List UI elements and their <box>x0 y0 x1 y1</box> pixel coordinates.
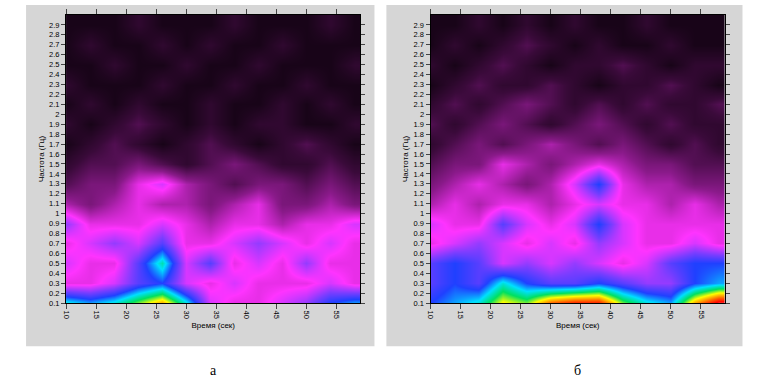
svg-text:55: 55 <box>697 311 706 319</box>
svg-text:35: 35 <box>576 311 585 319</box>
svg-text:0.5: 0.5 <box>414 259 424 268</box>
svg-text:30: 30 <box>182 311 191 319</box>
svg-text:1.9: 1.9 <box>414 120 424 129</box>
svg-text:0.4: 0.4 <box>414 269 424 278</box>
svg-text:50: 50 <box>302 311 311 319</box>
svg-text:а: а <box>210 363 217 378</box>
svg-text:55: 55 <box>332 311 341 319</box>
svg-text:2.4: 2.4 <box>49 70 59 79</box>
svg-text:2.9: 2.9 <box>49 21 59 30</box>
svg-text:1.7: 1.7 <box>414 140 424 149</box>
svg-text:0.3: 0.3 <box>49 279 59 288</box>
svg-text:45: 45 <box>636 311 645 319</box>
svg-text:1.6: 1.6 <box>414 150 424 159</box>
svg-text:15: 15 <box>92 311 101 319</box>
svg-text:15: 15 <box>456 311 465 319</box>
svg-text:2.6: 2.6 <box>414 50 424 59</box>
svg-text:0.8: 0.8 <box>414 229 424 238</box>
svg-text:50: 50 <box>666 311 675 319</box>
svg-text:2.5: 2.5 <box>414 60 424 69</box>
svg-text:20: 20 <box>122 311 131 319</box>
svg-text:30: 30 <box>546 311 555 319</box>
svg-text:1.9: 1.9 <box>49 120 59 129</box>
svg-text:0.4: 0.4 <box>49 269 59 278</box>
svg-text:1.5: 1.5 <box>49 160 59 169</box>
svg-text:Время (сек): Время (сек) <box>556 321 600 330</box>
svg-text:б: б <box>574 363 581 378</box>
svg-text:1.2: 1.2 <box>414 189 424 198</box>
svg-text:10: 10 <box>426 311 435 319</box>
svg-text:2.5: 2.5 <box>49 60 59 69</box>
svg-text:0.7: 0.7 <box>49 239 59 248</box>
svg-text:0.7: 0.7 <box>414 239 424 248</box>
svg-text:25: 25 <box>516 311 525 319</box>
svg-text:1.1: 1.1 <box>414 199 424 208</box>
svg-text:2.7: 2.7 <box>49 40 59 49</box>
svg-text:1: 1 <box>55 209 59 218</box>
svg-text:Частота (Гц): Частота (Гц) <box>37 136 46 182</box>
svg-text:Частота (Гц): Частота (Гц) <box>401 136 410 182</box>
svg-text:Время (сек): Время (сек) <box>191 321 235 330</box>
svg-text:1.5: 1.5 <box>414 160 424 169</box>
svg-text:2.3: 2.3 <box>414 80 424 89</box>
svg-text:35: 35 <box>212 311 221 319</box>
svg-text:0.8: 0.8 <box>49 229 59 238</box>
svg-text:2.2: 2.2 <box>414 90 424 99</box>
svg-text:0.5: 0.5 <box>49 259 59 268</box>
svg-text:2: 2 <box>420 110 424 119</box>
svg-text:1.4: 1.4 <box>414 170 424 179</box>
svg-text:45: 45 <box>272 311 281 319</box>
svg-text:0.2: 0.2 <box>49 289 59 298</box>
svg-text:1.2: 1.2 <box>49 189 59 198</box>
svg-text:40: 40 <box>606 311 615 319</box>
svg-text:1: 1 <box>420 209 424 218</box>
svg-text:2.3: 2.3 <box>49 80 59 89</box>
svg-text:0.9: 0.9 <box>414 219 424 228</box>
svg-text:0.1: 0.1 <box>414 299 424 308</box>
svg-text:2.4: 2.4 <box>414 70 424 79</box>
svg-text:40: 40 <box>242 311 251 319</box>
svg-text:0.9: 0.9 <box>49 219 59 228</box>
svg-text:2.1: 2.1 <box>414 100 424 109</box>
svg-text:0.1: 0.1 <box>49 299 59 308</box>
svg-text:2: 2 <box>55 110 59 119</box>
svg-text:1.6: 1.6 <box>49 150 59 159</box>
svg-text:1.3: 1.3 <box>414 179 424 188</box>
svg-text:2.2: 2.2 <box>49 90 59 99</box>
svg-text:0.6: 0.6 <box>49 249 59 258</box>
svg-text:2.8: 2.8 <box>49 30 59 39</box>
svg-text:0.3: 0.3 <box>414 279 424 288</box>
svg-text:1.8: 1.8 <box>414 130 424 139</box>
svg-text:1.3: 1.3 <box>49 179 59 188</box>
svg-text:2.1: 2.1 <box>49 100 59 109</box>
svg-text:1.7: 1.7 <box>49 140 59 149</box>
svg-text:1.8: 1.8 <box>49 130 59 139</box>
svg-text:1.4: 1.4 <box>49 170 59 179</box>
svg-text:20: 20 <box>486 311 495 319</box>
svg-text:2.9: 2.9 <box>414 21 424 30</box>
svg-text:10: 10 <box>62 311 71 319</box>
svg-text:25: 25 <box>152 311 161 319</box>
svg-text:2.6: 2.6 <box>49 50 59 59</box>
svg-text:1.1: 1.1 <box>49 199 59 208</box>
svg-text:0.6: 0.6 <box>414 249 424 258</box>
svg-text:0.2: 0.2 <box>414 289 424 298</box>
svg-text:2.7: 2.7 <box>414 40 424 49</box>
svg-text:2.8: 2.8 <box>414 30 424 39</box>
